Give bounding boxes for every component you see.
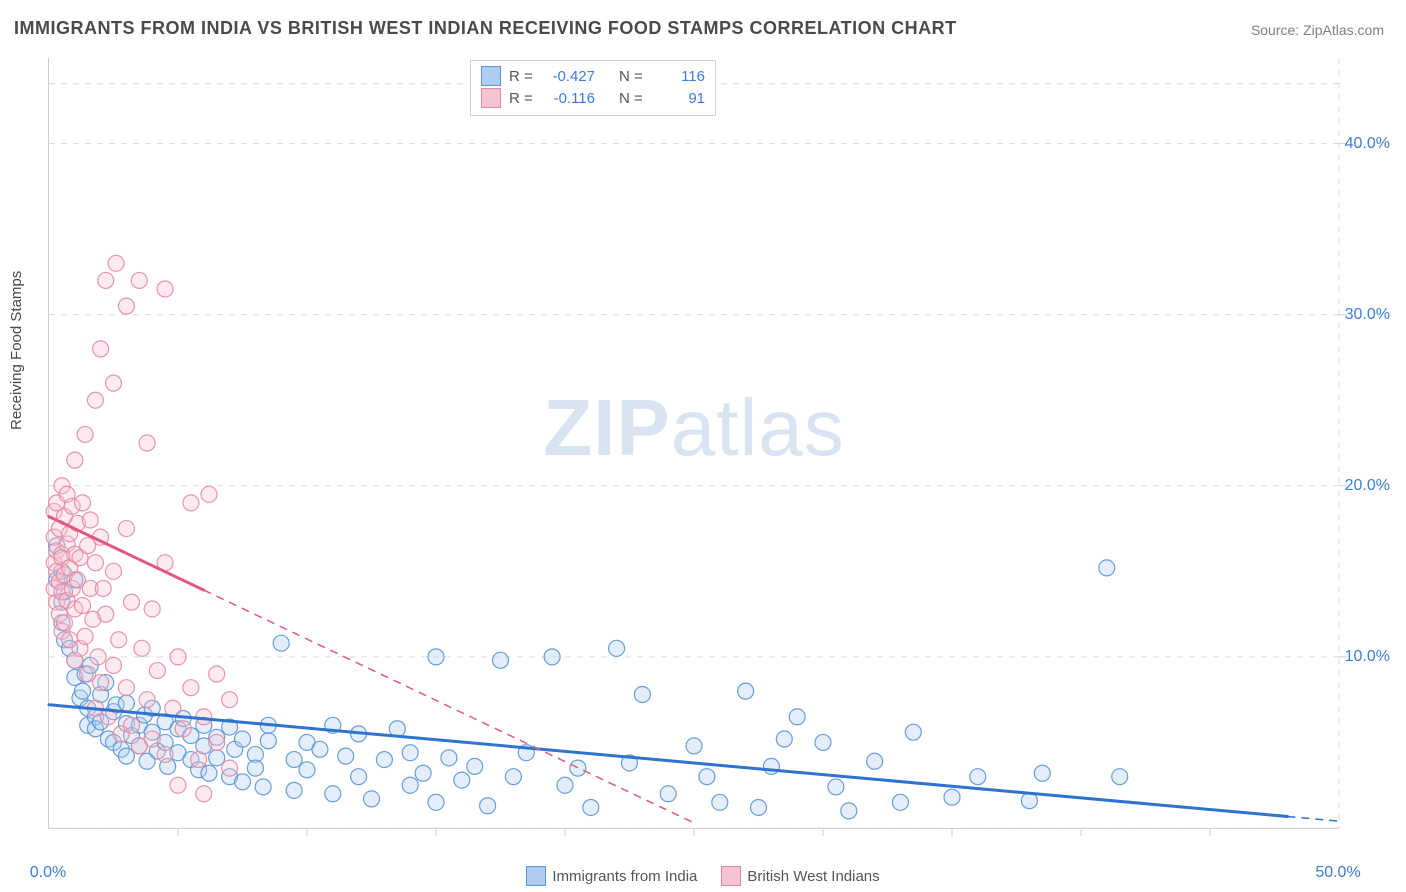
r-label: R = bbox=[509, 90, 537, 107]
y-axis-label: Receiving Food Stamps bbox=[8, 271, 25, 430]
plot-svg bbox=[49, 58, 1339, 828]
swatch-bottom-2 bbox=[721, 866, 741, 886]
legend-row-series-2: R = -0.116 N = 91 bbox=[481, 87, 705, 109]
y-axis-tick-label: 10.0% bbox=[1345, 648, 1390, 666]
legend-item-2: British West Indians bbox=[721, 866, 879, 886]
r-value-2: -0.116 bbox=[545, 90, 595, 107]
swatch-series-1 bbox=[481, 66, 501, 86]
correlation-legend: R = -0.427 N = 116 R = -0.116 N = 91 bbox=[470, 60, 716, 116]
legend-item-1: Immigrants from India bbox=[526, 866, 697, 886]
r-value-1: -0.427 bbox=[545, 68, 595, 85]
n-value-2: 91 bbox=[655, 90, 705, 107]
legend-label-1: Immigrants from India bbox=[552, 868, 697, 885]
swatch-bottom-1 bbox=[526, 866, 546, 886]
legend-row-series-1: R = -0.427 N = 116 bbox=[481, 65, 705, 87]
chart-title: IMMIGRANTS FROM INDIA VS BRITISH WEST IN… bbox=[14, 18, 957, 39]
legend-label-2: British West Indians bbox=[747, 868, 879, 885]
y-axis-tick-label: 40.0% bbox=[1345, 135, 1390, 153]
y-axis-tick-label: 20.0% bbox=[1345, 477, 1390, 495]
r-label: R = bbox=[509, 68, 537, 85]
x-axis-max-label: 50.0% bbox=[1315, 864, 1360, 882]
x-axis-min-label: 0.0% bbox=[30, 864, 66, 882]
swatch-series-2 bbox=[481, 88, 501, 108]
series-legend: Immigrants from India British West India… bbox=[0, 866, 1406, 886]
n-value-1: 116 bbox=[655, 68, 705, 85]
y-axis-tick-label: 30.0% bbox=[1345, 306, 1390, 324]
scatter-plot-area: ZIPatlas bbox=[48, 58, 1339, 829]
source-attribution: Source: ZipAtlas.com bbox=[1251, 22, 1384, 38]
n-label: N = bbox=[619, 90, 647, 107]
n-label: N = bbox=[619, 68, 647, 85]
